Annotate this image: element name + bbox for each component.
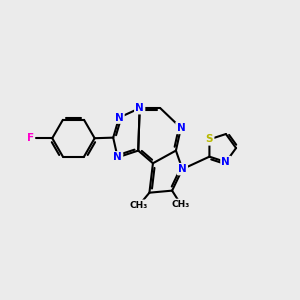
Text: S: S bbox=[206, 134, 213, 144]
Text: CH₃: CH₃ bbox=[130, 201, 148, 210]
Text: N: N bbox=[135, 103, 144, 113]
Text: N: N bbox=[221, 157, 230, 167]
Text: CH₃: CH₃ bbox=[172, 200, 190, 209]
Text: N: N bbox=[115, 112, 124, 123]
Text: N: N bbox=[178, 164, 187, 174]
Text: F: F bbox=[27, 133, 34, 143]
Text: N: N bbox=[176, 123, 185, 133]
Text: N: N bbox=[113, 152, 122, 162]
